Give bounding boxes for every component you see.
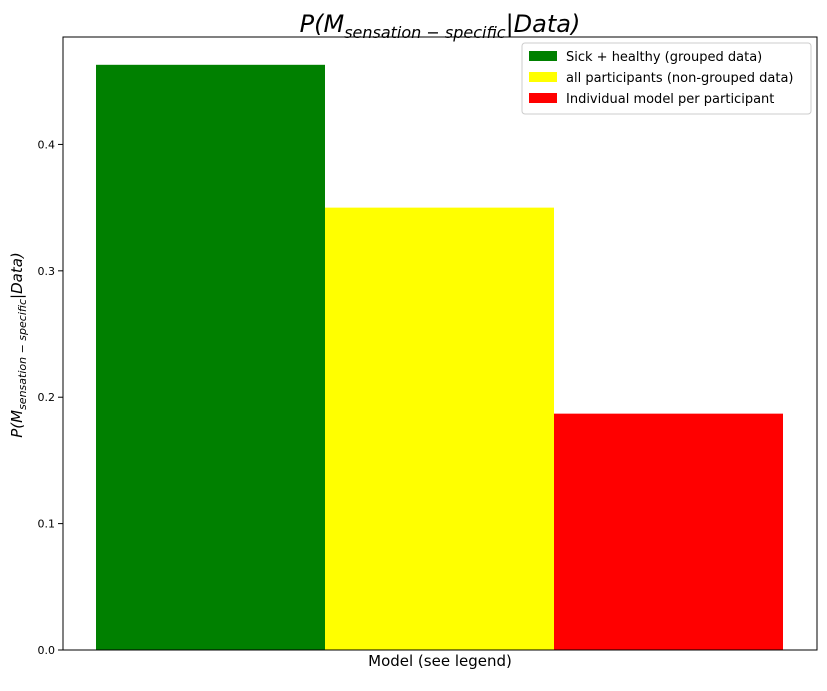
- x-axis-label: Model (see legend): [368, 652, 512, 670]
- legend-label-1: Sick + healthy (grouped data): [566, 50, 762, 65]
- legend-label-3: Individual model per participant: [566, 92, 774, 107]
- y-tick-label: 0.3: [38, 265, 56, 278]
- legend-swatch-1: [529, 51, 557, 61]
- y-axis-ticks: 0.0 0.1 0.2 0.3 0.4: [38, 138, 63, 657]
- y-tick-label: 0.0: [38, 644, 56, 657]
- plot-area-frame: [62, 36, 818, 651]
- legend: Sick + healthy (grouped data) all partici…: [521, 42, 812, 115]
- y-tick-label: 0.2: [38, 391, 56, 404]
- y-tick-label: 0.1: [38, 518, 56, 531]
- bar-2: [325, 207, 554, 651]
- bar-1: [96, 64, 325, 651]
- legend-swatch-2: [529, 72, 557, 82]
- legend-box: [521, 42, 812, 115]
- bars-group: [96, 64, 783, 651]
- bar-3: [554, 413, 783, 650]
- legend-label-2: all participants (non-grouped data): [566, 71, 794, 86]
- legend-swatch-3: [529, 93, 557, 103]
- y-axis-label: P(Msensation − specific|Data): [8, 252, 29, 438]
- y-tick-label: 0.4: [38, 138, 56, 151]
